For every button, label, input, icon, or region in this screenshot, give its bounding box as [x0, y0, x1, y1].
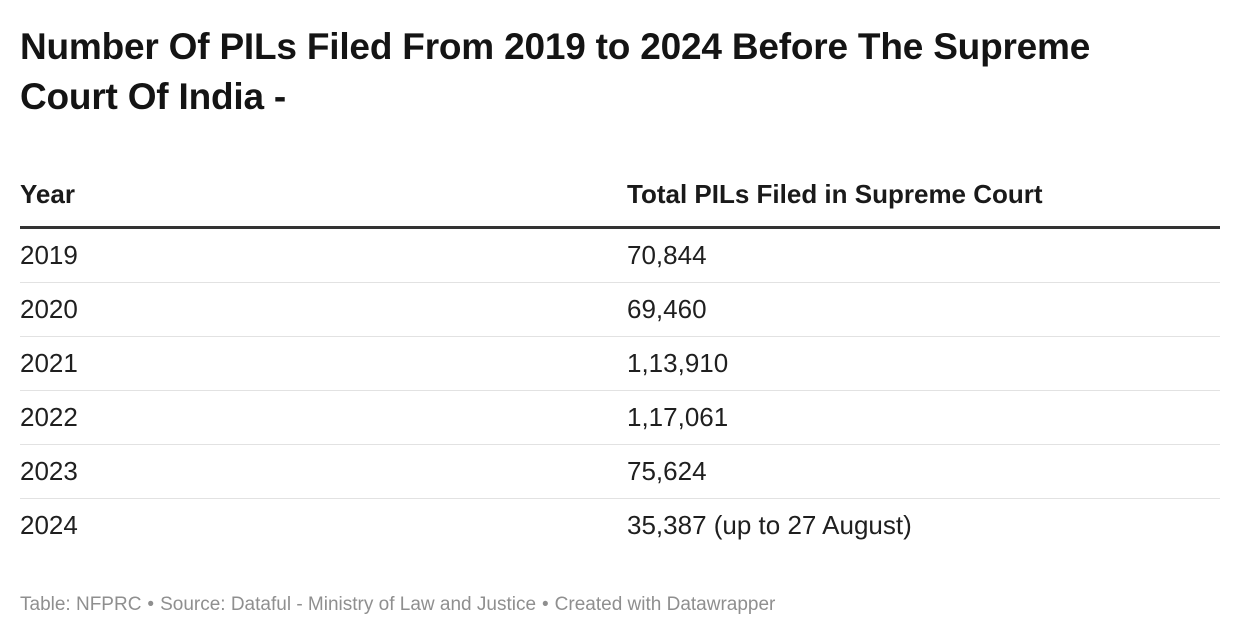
- datawrapper-credit[interactable]: Created with Datawrapper: [554, 594, 776, 615]
- column-header-total-pils[interactable]: Total PILs Filed in Supreme Court: [627, 162, 1220, 229]
- year-cell: 2022: [20, 390, 627, 445]
- table-row: 2022 1,17,061: [20, 390, 1220, 445]
- footer-notes: Table: NFPRC • Source: Dataful - Ministry …: [20, 594, 775, 616]
- header-row: Year Total PILs Filed in Supreme Court: [20, 162, 1220, 229]
- table-credit: Table: NFPRC: [20, 594, 142, 615]
- year-cell: 2024: [20, 510, 78, 540]
- total-pils-cell: 1,17,061: [627, 390, 1220, 445]
- year-cell: 2019: [20, 227, 627, 283]
- year-cell: 2023: [20, 444, 627, 499]
- total-pils-cell: 70,844: [627, 227, 1220, 283]
- table-row: 2021 1,13,910: [20, 336, 1220, 391]
- total-pils-cell: 75,624: [627, 444, 1220, 499]
- total-pils-cell: 1,13,910: [627, 336, 1220, 391]
- column-header-year[interactable]: Year: [20, 162, 627, 229]
- data-table: Year Total PILs Filed in Supreme Court 2…: [20, 162, 1220, 552]
- separator-dot: •: [147, 594, 155, 615]
- table-row: 2023 75,624: [20, 444, 1220, 499]
- source-link[interactable]: Source: Dataful - Ministry of Law and Ju…: [160, 594, 537, 615]
- chart-title: Number Of PILs Filed From 2019 to 2024 B…: [20, 26, 1091, 117]
- year-cell: 2020: [20, 282, 627, 337]
- table-row: 2024 35,387 (up to 27 August): [20, 499, 1220, 553]
- table-row: 2020 69,460: [20, 282, 1220, 337]
- table-row: 2019 70,844: [20, 227, 1220, 283]
- total-pils-cell: 35,387 (up to 27 August): [627, 510, 912, 540]
- separator-dot: •: [542, 594, 549, 615]
- total-pils-cell: 69,460: [627, 282, 1220, 337]
- table-chart: Number Of PILs Filed From 2019 to 2024 B…: [20, 0, 1220, 640]
- year-cell: 2021: [20, 336, 627, 391]
